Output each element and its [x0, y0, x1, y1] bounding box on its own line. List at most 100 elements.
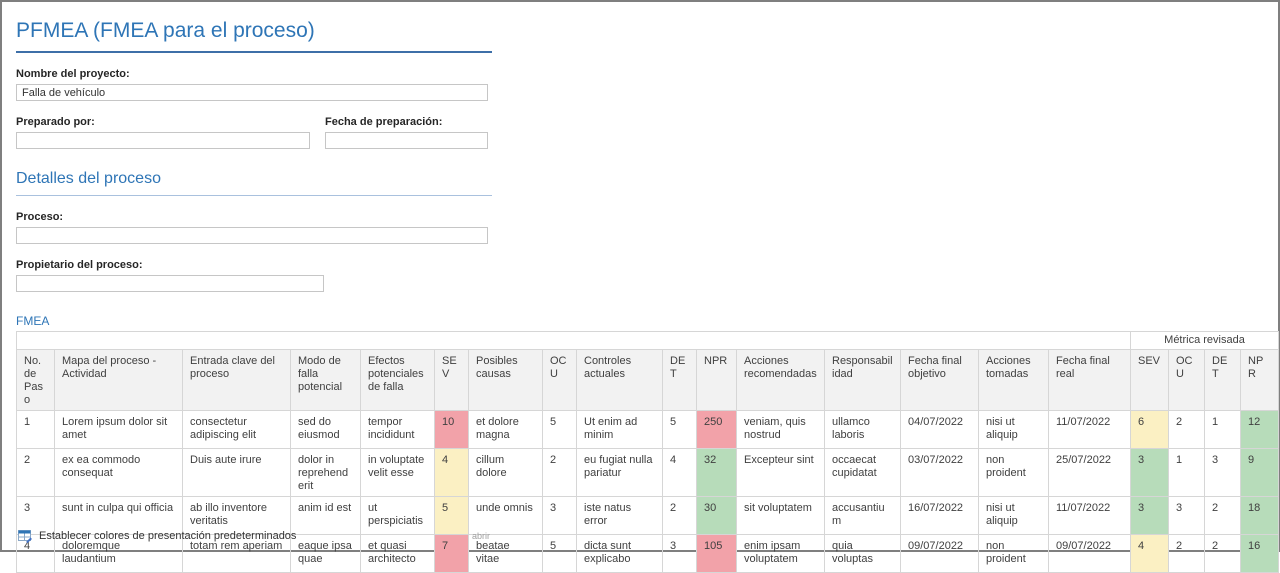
cell-target_date[interactable]: 16/07/2022	[900, 496, 979, 535]
prep-date-input[interactable]	[325, 132, 488, 149]
cell-no[interactable]: 2	[16, 448, 55, 497]
prepared-by-field: Preparado por:	[16, 101, 310, 149]
cell-r_det[interactable]: 2	[1204, 534, 1241, 573]
col-header-effects: Efectos potenciales de falla	[360, 349, 435, 411]
cell-r_ocu[interactable]: 2	[1168, 410, 1205, 449]
cell-activity[interactable]: Lorem ipsum dolor sit amet	[54, 410, 183, 449]
group-header-revised-metric: Métrica revisada	[1129, 331, 1280, 350]
cell-actions_taken[interactable]: non proident	[978, 448, 1049, 497]
cell-causes[interactable]: cillum dolore	[468, 448, 543, 497]
col-header-responsibility: Responsabilidad	[824, 349, 901, 411]
cell-det[interactable]: 5	[662, 410, 697, 449]
process-label: Proceso:	[16, 211, 64, 223]
cell-actions_taken[interactable]: nisi ut aliquip	[978, 496, 1049, 535]
cell-real_date[interactable]: 11/07/2022	[1048, 410, 1131, 449]
cell-recommended[interactable]: veniam, quis nostrud	[736, 410, 825, 449]
cell-ocu[interactable]: 3	[542, 496, 577, 535]
cell-sev[interactable]: 5	[434, 496, 469, 535]
cell-r_ocu[interactable]: 2	[1168, 534, 1205, 573]
table-colors-icon	[18, 529, 32, 543]
process-section-title: Detalles del proceso	[16, 170, 161, 187]
cell-recommended[interactable]: sit voluptatem	[736, 496, 825, 535]
col-header-det: DET	[662, 349, 697, 411]
cell-causes[interactable]: et dolore magna	[468, 410, 543, 449]
cell-actions_taken[interactable]: nisi ut aliquip	[978, 410, 1049, 449]
cell-key_input[interactable]: consectetur adipiscing elit	[182, 410, 291, 449]
cell-controls[interactable]: Ut enim ad minim	[576, 410, 663, 449]
project-name-label: Nombre del proyecto:	[16, 68, 130, 80]
cell-target_date[interactable]: 03/07/2022	[900, 448, 979, 497]
cell-controls[interactable]: eu fugiat nulla pariatur	[576, 448, 663, 497]
cell-failure_mode[interactable]: eaque ipsa quae	[290, 534, 361, 573]
cell-responsibility[interactable]: quia voluptas	[824, 534, 901, 573]
cell-r_npr[interactable]: 16	[1239, 534, 1280, 573]
cell-r_det[interactable]: 3	[1204, 448, 1241, 497]
cell-activity[interactable]: sunt in culpa qui officia	[54, 496, 183, 535]
cell-failure_mode[interactable]: anim id est	[290, 496, 361, 535]
cell-no[interactable]: 3	[16, 496, 55, 535]
cell-r_sev[interactable]: 3	[1130, 496, 1169, 535]
cell-effects[interactable]: et quasi architecto	[360, 534, 435, 573]
cell-det[interactable]: 3	[662, 534, 697, 573]
cell-target_date[interactable]: 09/07/2022	[900, 534, 979, 573]
fmea-section-label: FMEA	[16, 314, 50, 328]
cell-recommended[interactable]: Excepteur sint	[736, 448, 825, 497]
cell-r_sev[interactable]: 3	[1130, 448, 1169, 497]
cell-effects[interactable]: ut perspiciatis	[360, 496, 435, 535]
cell-r_sev[interactable]: 6	[1130, 410, 1169, 449]
cell-det[interactable]: 2	[662, 496, 697, 535]
cell-responsibility[interactable]: occaecat cupidatat	[824, 448, 901, 497]
cell-failure_mode[interactable]: sed do eiusmod	[290, 410, 361, 449]
cell-sev[interactable]: 4	[434, 448, 469, 497]
prepared-row: Preparado por: Fecha de preparación:	[16, 101, 1264, 149]
cell-ocu[interactable]: 2	[542, 448, 577, 497]
process-owner-input[interactable]	[16, 275, 324, 292]
set-default-colors-button[interactable]: Establecer colores de presentación prede…	[18, 529, 296, 543]
cell-npr[interactable]: 30	[696, 496, 737, 535]
col-header-causes: Posibles causas	[468, 349, 543, 411]
prepared-by-input[interactable]	[16, 132, 310, 149]
cell-r_npr[interactable]: 18	[1239, 496, 1280, 535]
cell-npr[interactable]: 105	[696, 534, 737, 573]
cell-effects[interactable]: in voluptate velit esse	[360, 448, 435, 497]
cell-r_ocu[interactable]: 3	[1168, 496, 1205, 535]
cell-npr[interactable]: 32	[696, 448, 737, 497]
cell-responsibility[interactable]: accusantium	[824, 496, 901, 535]
cell-det[interactable]: 4	[662, 448, 697, 497]
cell-r_sev[interactable]: 4	[1130, 534, 1169, 573]
cell-npr[interactable]: 250	[696, 410, 737, 449]
cell-real_date[interactable]: 11/07/2022	[1048, 496, 1131, 535]
cell-r_npr[interactable]: 12	[1239, 410, 1280, 449]
title-rule	[16, 51, 492, 53]
cell-r_det[interactable]: 2	[1204, 496, 1241, 535]
cell-sev[interactable]: 7	[434, 534, 469, 573]
cell-sev[interactable]: 10	[434, 410, 469, 449]
cell-actions_taken[interactable]: non proident	[978, 534, 1049, 573]
cell-effects[interactable]: tempor incididunt	[360, 410, 435, 449]
cell-key_input[interactable]: Duis aute irure	[182, 448, 291, 497]
col-header-controls: Controles actuales	[576, 349, 663, 411]
col-header-recommended: Acciones recomendadas	[736, 349, 825, 411]
cell-real_date[interactable]: 09/07/2022	[1048, 534, 1131, 573]
cell-ocu[interactable]: 5	[542, 410, 577, 449]
cell-ocu[interactable]: 5	[542, 534, 577, 573]
fmea-table-body: 1 Lorem ipsum dolor sit amet consectetur a…	[16, 410, 1280, 573]
cell-target_date[interactable]: 04/07/2022	[900, 410, 979, 449]
cell-recommended[interactable]: enim ipsam voluptatem	[736, 534, 825, 573]
project-name-input[interactable]	[16, 84, 488, 101]
cell-failure_mode[interactable]: dolor in reprehenderit	[290, 448, 361, 497]
cell-no[interactable]: 1	[16, 410, 55, 449]
cell-controls[interactable]: dicta sunt explicabo	[576, 534, 663, 573]
cell-controls[interactable]: iste natus error	[576, 496, 663, 535]
table-row: 1 Lorem ipsum dolor sit amet consectetur a…	[16, 410, 1280, 449]
cell-r_det[interactable]: 1	[1204, 410, 1241, 449]
cell-r_ocu[interactable]: 1	[1168, 448, 1205, 497]
cell-r_npr[interactable]: 9	[1239, 448, 1280, 497]
cell-activity[interactable]: ex ea commodo consequat	[54, 448, 183, 497]
group-header-row: Métrica revisada	[16, 331, 1280, 350]
open-link[interactable]: abrir	[472, 531, 491, 541]
cell-responsibility[interactable]: ullamco laboris	[824, 410, 901, 449]
cell-causes[interactable]: unde omnis	[468, 496, 543, 535]
cell-real_date[interactable]: 25/07/2022	[1048, 448, 1131, 497]
process-input[interactable]	[16, 227, 488, 244]
